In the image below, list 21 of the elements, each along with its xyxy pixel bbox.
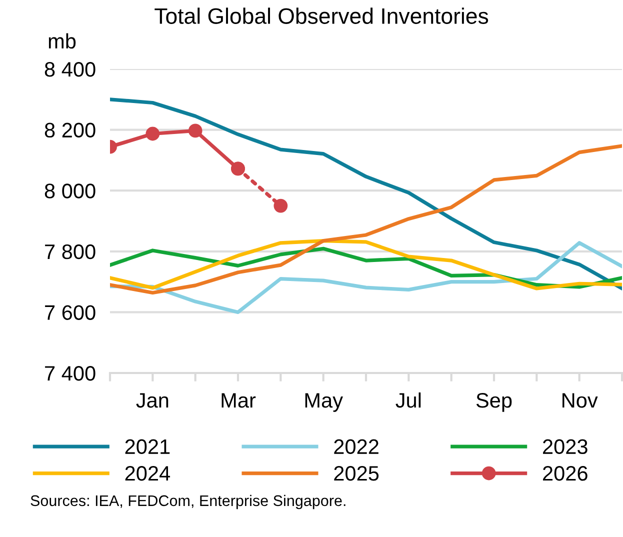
chart-title: Total Global Observed Inventories (154, 8, 488, 24)
legend-label: 2026 (543, 466, 588, 481)
y-axis-title: mb (48, 33, 76, 49)
x-tick-label: Sep (476, 392, 512, 412)
x-tick-label: Nov (562, 393, 598, 408)
legend-label: 2023 (543, 439, 588, 454)
source-note: Sources: IEA, FEDCom, Enterprise Singapore. (30, 494, 346, 510)
legend-label: 2024 (125, 466, 170, 481)
y-tick-label: 7 600 (45, 305, 96, 320)
y-tick-label: 8 000 (44, 184, 96, 198)
y-tick-label: 8 200 (44, 122, 96, 138)
y-tick-label: 7 800 (45, 244, 96, 260)
legend-label: 2022 (334, 439, 378, 454)
x-tick-label: Jul (396, 392, 421, 408)
legend-label: 2025 (334, 466, 379, 481)
y-tick-label: 8 400 (44, 62, 96, 77)
x-tick-label: Mar (222, 393, 256, 408)
y-tick-label: 7 400 (45, 366, 96, 381)
x-tick-label: May (305, 393, 343, 412)
legend-label: 2021 (125, 439, 170, 454)
x-tick-label: Jan (136, 393, 168, 408)
